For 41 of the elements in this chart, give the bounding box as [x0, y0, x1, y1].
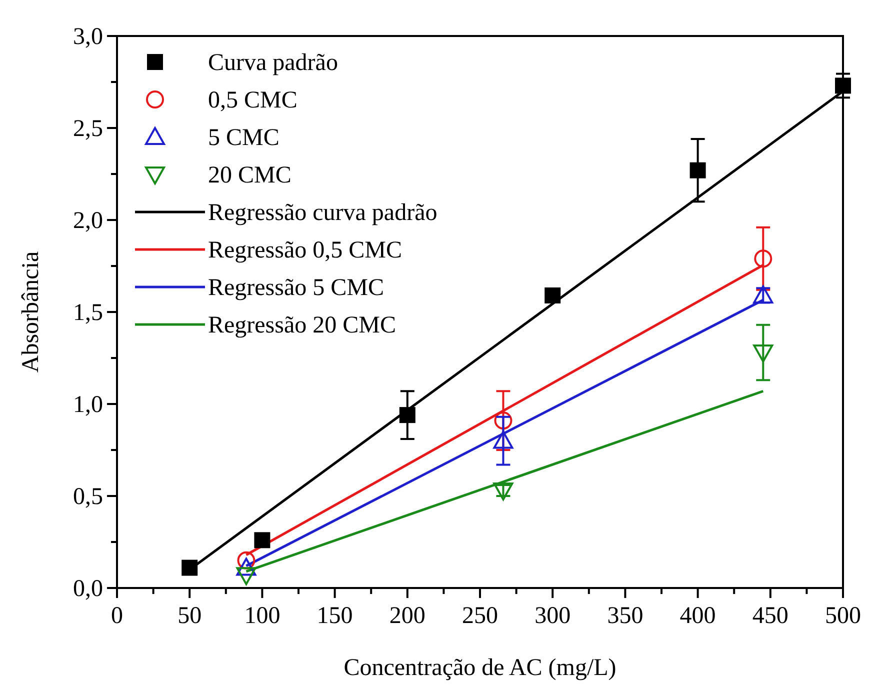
x-tick-label: 250 [462, 603, 498, 629]
legend-label: Curva padrão [208, 50, 338, 76]
y-tick-label: 0,5 [73, 484, 103, 510]
x-tick-label: 400 [680, 603, 716, 629]
legend-label: 5 CMC [208, 125, 280, 151]
point [754, 250, 772, 268]
y-tick-label: 1,0 [73, 392, 103, 418]
point [835, 78, 851, 94]
point [493, 430, 514, 449]
point [237, 551, 256, 570]
y-tick-label: 1,5 [73, 300, 103, 326]
legend-label: Regressão 0,5 CMC [208, 238, 402, 264]
y-tick-label: 2,5 [73, 116, 103, 142]
x-tick-label: 0 [111, 603, 123, 629]
y-tick-label: 2,0 [73, 208, 103, 234]
x-tick-label: 450 [752, 603, 788, 629]
legend-label: 0,5 CMC [208, 88, 298, 114]
x-tick-label: 150 [316, 603, 353, 629]
point [236, 567, 256, 586]
x-tick-label: 50 [178, 603, 202, 629]
point [236, 558, 256, 576]
x-tick-label: 200 [389, 603, 426, 629]
y-tick-label: 3,0 [73, 24, 103, 50]
legend-label: Regressão 5 CMC [208, 275, 384, 301]
point [399, 407, 416, 424]
y-tick-label: 0,0 [73, 576, 103, 602]
point [690, 162, 706, 178]
legend-label: Regressão curva padrão [208, 200, 438, 226]
point [753, 344, 774, 362]
point [182, 560, 198, 576]
point [494, 412, 512, 430]
point [544, 287, 561, 304]
x-tick-label: 500 [825, 603, 861, 629]
legend-label: Regressão 20 CMC [208, 312, 396, 338]
x-tick-label: 100 [244, 603, 280, 629]
x-tick-label: 350 [607, 603, 644, 629]
point [254, 532, 270, 548]
x-tick-label: 300 [534, 603, 571, 629]
y-axis-title: Absorbância [18, 251, 44, 373]
x-axis-title: Concentração de AC (mg/L) [344, 655, 616, 681]
legend-label: 20 CMC [208, 162, 292, 188]
